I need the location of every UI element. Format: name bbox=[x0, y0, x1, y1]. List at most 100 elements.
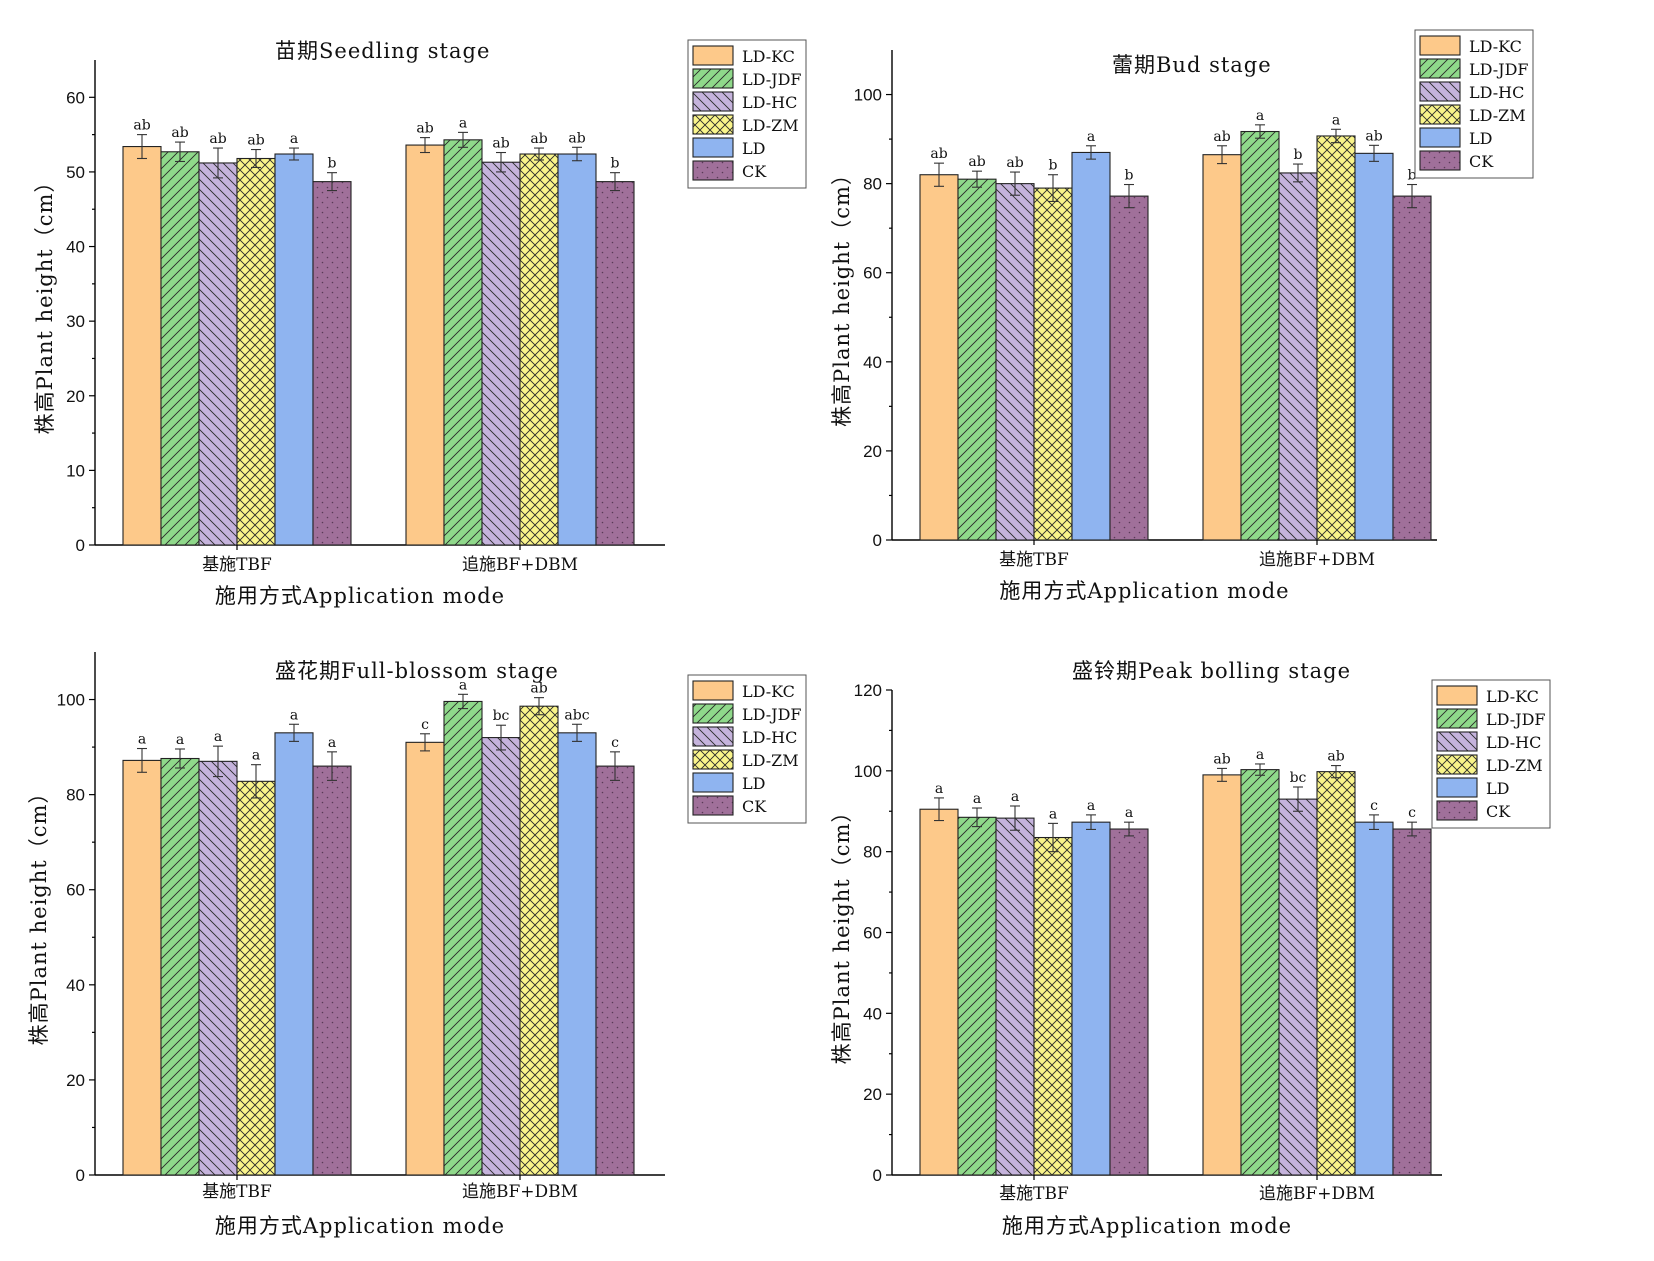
y-tick-label: 30 bbox=[66, 312, 85, 331]
y-tick-label: 40 bbox=[66, 976, 85, 995]
chart-title: 蕾期Bud stage bbox=[1112, 53, 1272, 77]
significance-label: b bbox=[1049, 158, 1058, 174]
legend-label: CK bbox=[1469, 152, 1494, 171]
legend-label: LD-JDF bbox=[742, 705, 802, 724]
y-tick-label: 20 bbox=[863, 1085, 882, 1104]
legend-label: LD-HC bbox=[1486, 733, 1541, 752]
legend-swatch-ld-jdf bbox=[692, 703, 734, 724]
y-tick-label: 100 bbox=[57, 691, 85, 710]
bar-ld-jdf bbox=[160, 757, 200, 1176]
chart-title: 盛花期Full-blossom stage bbox=[275, 659, 559, 683]
legend-swatch-ld-hc bbox=[1436, 731, 1478, 752]
significance-label: b bbox=[1294, 147, 1303, 163]
x-tick-label: 基施TBF bbox=[999, 1184, 1069, 1204]
significance-label: a bbox=[138, 732, 146, 748]
y-axis-title: 株高Plant height（cm） bbox=[33, 171, 57, 435]
legend-swatch-ld bbox=[692, 137, 734, 158]
significance-label: a bbox=[1049, 806, 1057, 822]
significance-label: c bbox=[611, 735, 619, 751]
legend-swatch-ck bbox=[1419, 150, 1461, 171]
legend-swatch-ld bbox=[1419, 127, 1461, 148]
significance-label: ab bbox=[968, 154, 985, 170]
bar-ld-jdf bbox=[160, 151, 200, 546]
legend-swatch-ld bbox=[692, 772, 734, 793]
significance-label: a bbox=[1256, 108, 1264, 124]
y-tick-label: 50 bbox=[66, 163, 85, 182]
x-tick-label: 追施BF+DBM bbox=[1259, 550, 1375, 570]
y-tick-label: 60 bbox=[863, 924, 882, 943]
legend-swatch-ld bbox=[1436, 777, 1478, 798]
y-axis-title: 株高Plant height（cm） bbox=[830, 163, 854, 427]
x-tick-label: 追施BF+DBM bbox=[1259, 1184, 1375, 1204]
y-tick-label: 80 bbox=[863, 175, 882, 194]
significance-label: ab bbox=[492, 136, 509, 152]
chart-peak-bolling-stage: 0 20 40 60 80 100 120 a a a a a a 基施TBF ab a bc ab c c 追施BF+… bbox=[827, 630, 1647, 1260]
y-tick-label: 20 bbox=[863, 442, 882, 461]
y-tick-label: 100 bbox=[854, 762, 882, 781]
bar-ld-hc bbox=[481, 737, 521, 1176]
bar-ld-hc bbox=[198, 760, 238, 1176]
legend-label: LD-JDF bbox=[1486, 710, 1546, 729]
bar-ck bbox=[595, 181, 635, 546]
significance-label: a bbox=[290, 131, 298, 147]
legend-swatch-ck bbox=[692, 160, 734, 181]
bar-ck bbox=[312, 181, 352, 546]
legend-swatch-ld-kc bbox=[1419, 35, 1461, 56]
bar-ck bbox=[595, 765, 635, 1176]
legend-swatch-ld-kc bbox=[1436, 685, 1478, 706]
bar-ld bbox=[1071, 151, 1111, 541]
bar-ck bbox=[1392, 195, 1432, 541]
legend-label: CK bbox=[742, 162, 767, 181]
y-tick-label: 0 bbox=[873, 1166, 882, 1185]
chart-title: 苗期Seedling stage bbox=[275, 39, 490, 63]
y-axis-title: 株高Plant height（cm） bbox=[830, 801, 854, 1065]
significance-label: bc bbox=[493, 708, 510, 724]
legend-label: LD-HC bbox=[742, 728, 797, 747]
legend: LD-KC LD-JDF LD-HC LD-ZM LD CK bbox=[687, 39, 807, 189]
bar-ld bbox=[1071, 821, 1111, 1176]
significance-label: a bbox=[176, 732, 184, 748]
legend-swatch-ld-jdf bbox=[1436, 708, 1478, 729]
y-tick-label: 0 bbox=[873, 531, 882, 550]
x-tick-label: 基施TBF bbox=[202, 555, 272, 575]
legend-label: LD-KC bbox=[742, 682, 795, 701]
bar-ld-kc bbox=[122, 146, 162, 546]
significance-label: a bbox=[973, 791, 981, 807]
legend-swatch-ld-hc bbox=[692, 726, 734, 747]
legend-label: LD-ZM bbox=[742, 116, 799, 135]
bar-ld-jdf bbox=[443, 139, 483, 546]
bar-ld-kc bbox=[1202, 774, 1242, 1176]
bar-ck bbox=[312, 765, 352, 1176]
legend-label: LD-KC bbox=[742, 47, 795, 66]
bar-ld bbox=[1354, 821, 1394, 1176]
significance-label: ab bbox=[209, 131, 226, 147]
y-tick-label: 80 bbox=[66, 786, 85, 805]
legend-swatch-ck bbox=[692, 795, 734, 816]
significance-label: a bbox=[328, 735, 336, 751]
y-tick-label: 0 bbox=[76, 1166, 85, 1185]
bar-ld-hc bbox=[995, 183, 1035, 541]
significance-label: a bbox=[290, 707, 298, 723]
legend-swatch-ld-zm bbox=[692, 114, 734, 135]
bar-ck bbox=[1392, 828, 1432, 1176]
y-tick-label: 40 bbox=[863, 353, 882, 372]
bar-ld bbox=[1354, 152, 1394, 541]
legend-swatch-ld-hc bbox=[692, 91, 734, 112]
bar-ld-kc bbox=[919, 808, 959, 1176]
legend: LD-KC LD-JDF LD-HC LD-ZM LD CK bbox=[1414, 29, 1534, 179]
legend-label: LD bbox=[742, 139, 765, 158]
x-tick-label: 追施BF+DBM bbox=[462, 555, 578, 575]
legend-swatch-ld-jdf bbox=[1419, 58, 1461, 79]
legend-label: LD bbox=[1469, 129, 1492, 148]
y-tick-label: 100 bbox=[854, 86, 882, 105]
legend-label: LD-KC bbox=[1486, 687, 1539, 706]
legend-label: LD bbox=[742, 774, 765, 793]
legend-label: LD-ZM bbox=[742, 751, 799, 770]
significance-label: bc bbox=[1290, 770, 1307, 786]
bar-ld-zm bbox=[236, 157, 276, 546]
legend-swatch-ld-kc bbox=[692, 680, 734, 701]
x-axis-title: 施用方式Application mode bbox=[215, 1214, 505, 1238]
